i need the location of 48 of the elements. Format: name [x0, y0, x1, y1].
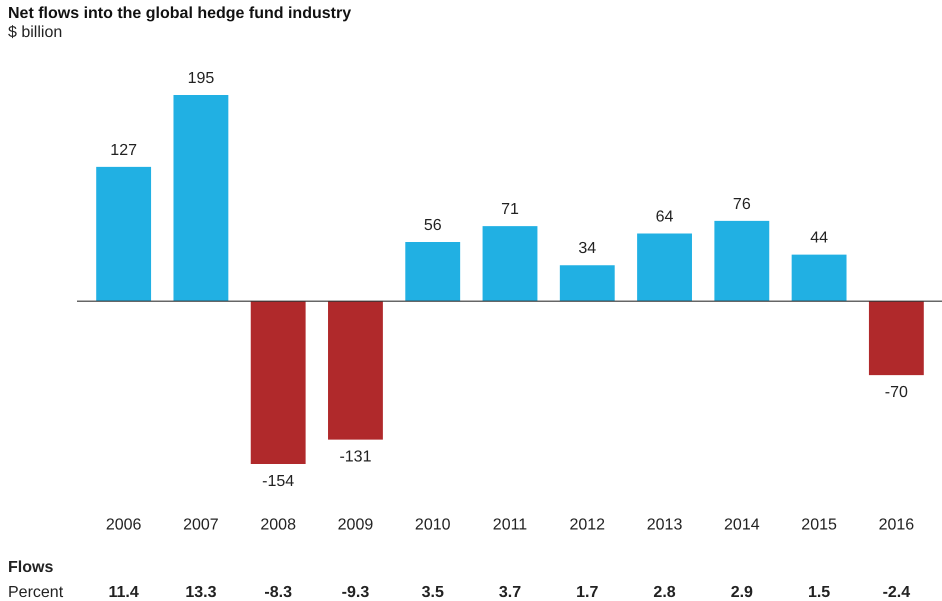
text: Percent: [8, 584, 64, 601]
x-tick-label: 2009: [338, 516, 374, 534]
data-label: 34: [578, 240, 596, 258]
text: -2.4: [882, 584, 910, 601]
chart-title: Net flows into the global hedge fund industry: [8, 5, 352, 22]
x-tick-label: 2015: [801, 516, 837, 534]
bar: [637, 234, 692, 302]
text: 11.4: [108, 584, 139, 601]
chart-subtitle: $ billion: [8, 24, 62, 41]
x-tick-label: 2014: [724, 516, 760, 534]
x-tick-label: 2008: [260, 516, 296, 534]
text: Flows: [8, 559, 54, 576]
text: 2.9: [730, 584, 754, 601]
bar: [868, 301, 924, 376]
data-label: -131: [339, 448, 372, 466]
data-label: -70: [884, 384, 908, 402]
bar: [328, 301, 383, 440]
text: 13.3: [185, 584, 217, 601]
bar: [482, 226, 538, 302]
text: -8.3: [264, 584, 292, 601]
text: 2.8: [653, 584, 676, 601]
x-tick-label: 2016: [878, 516, 914, 534]
text: 1.7: [576, 584, 598, 601]
x-tick-label: 2007: [183, 516, 219, 534]
x-tick-label: 2006: [106, 516, 142, 534]
x-tick-label: 2013: [646, 516, 682, 534]
data-label: 127: [110, 142, 138, 159]
bar: [560, 265, 615, 302]
text: 3.7: [498, 584, 522, 601]
x-tick-label: 2012: [569, 516, 606, 534]
text: 3.5: [422, 584, 444, 601]
bar: [250, 301, 306, 464]
data-label: 64: [656, 208, 674, 226]
bar: [96, 166, 152, 302]
x-tick-label: 2011: [492, 516, 528, 534]
data-label: 195: [188, 70, 214, 87]
text: -9.3: [342, 584, 370, 601]
data-label: -154: [262, 473, 294, 490]
data-label: 56: [424, 216, 442, 234]
bar: [173, 95, 228, 302]
bar: [792, 254, 847, 302]
data-label: 44: [810, 230, 828, 247]
text: 1.5: [808, 584, 830, 601]
bar: [714, 220, 770, 302]
data-label: 71: [501, 201, 519, 218]
x-tick-label: 2010: [414, 516, 451, 534]
data-label: 76: [732, 196, 751, 213]
bar: [405, 242, 460, 302]
